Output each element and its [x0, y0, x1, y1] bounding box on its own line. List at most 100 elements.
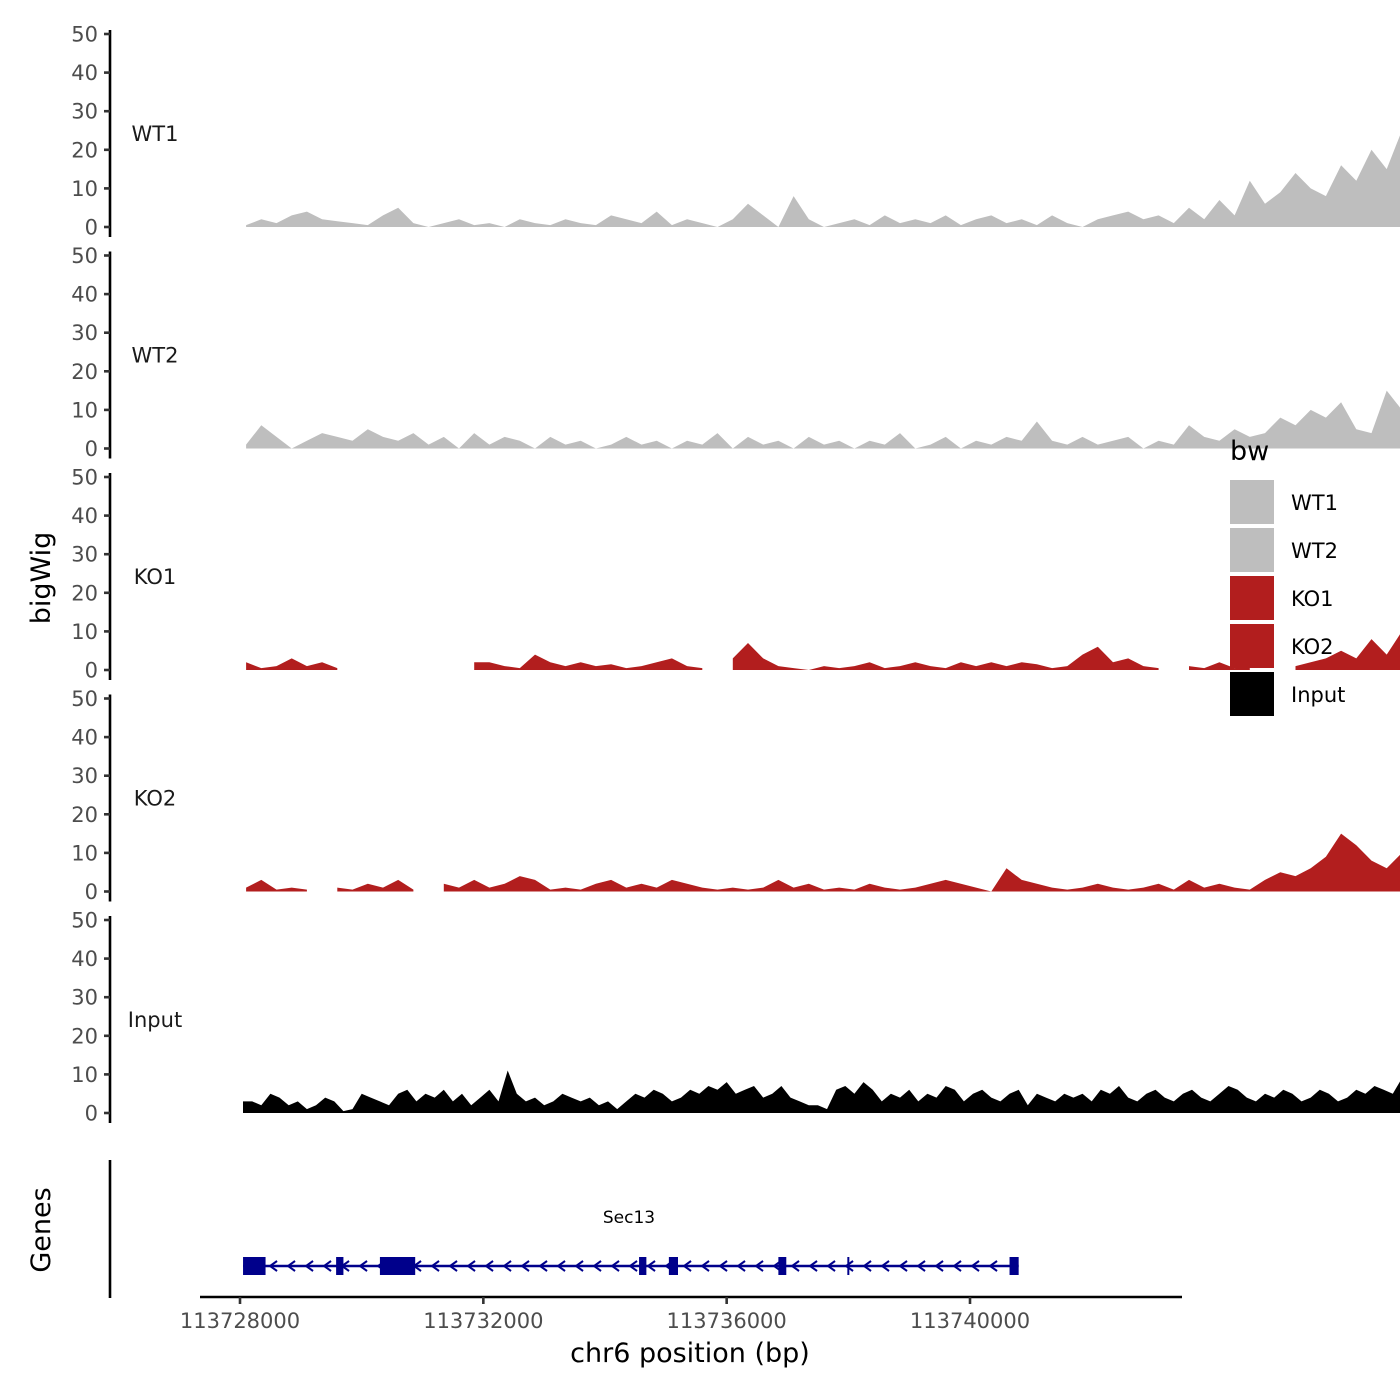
track-label: Input [128, 1008, 182, 1032]
signal-area [732, 643, 1159, 670]
legend-swatch [1230, 480, 1274, 524]
y-tick-label: 50 [71, 909, 98, 933]
strand-arrow [826, 1260, 836, 1272]
y-tick-label: 50 [71, 23, 98, 47]
y-tick-label: 30 [71, 986, 98, 1010]
legend-title: bw [1230, 436, 1269, 467]
strand-arrow [502, 1260, 512, 1272]
legend-label: KO2 [1291, 635, 1334, 659]
strand-arrow [952, 1260, 962, 1272]
strand-arrow [790, 1260, 800, 1272]
strand-arrow [880, 1260, 890, 1272]
strand-arrow [844, 1260, 854, 1272]
y-tick-label: 10 [71, 841, 98, 865]
strand-arrow [862, 1260, 872, 1272]
y-tick-label: 30 [71, 321, 98, 345]
strand-arrow [448, 1260, 458, 1272]
legend-label: WT2 [1291, 539, 1338, 563]
y-tick-label: 10 [71, 398, 98, 422]
track-label: KO1 [134, 565, 177, 589]
y-tick-label: 50 [71, 687, 98, 711]
y-tick-label: 10 [71, 177, 98, 201]
strand-arrow [808, 1260, 818, 1272]
track-ko1: 0 10 20 30 40 50 KO1 [71, 466, 1400, 683]
track-wt1: 0 10 20 30 40 50 WT1 [71, 23, 1400, 240]
exon [668, 1257, 678, 1275]
strand-arrow [898, 1260, 908, 1272]
y-tick-label: 0 [85, 216, 98, 240]
strand-arrow [682, 1260, 692, 1272]
track-label: KO2 [134, 787, 177, 811]
strand-arrow [322, 1260, 332, 1272]
y-tick-label: 40 [71, 947, 98, 971]
x-tick-label: 113740000 [910, 1309, 1030, 1333]
signal-area [1189, 662, 1250, 670]
strand-arrow [610, 1260, 620, 1272]
gene-label: Sec13 [603, 1208, 655, 1228]
track-input: 0 10 20 30 40 50 Input [71, 909, 1400, 1126]
strand-arrow [538, 1260, 548, 1272]
legend-label: KO1 [1291, 587, 1334, 611]
signal-area [246, 658, 338, 670]
legend-swatch [1230, 576, 1274, 620]
y-axis-title: bigWig [26, 532, 57, 625]
y-tick-label: 30 [71, 543, 98, 567]
y-tick-label: 0 [85, 1102, 98, 1126]
strand-arrow [358, 1260, 368, 1272]
y-tick-label: 0 [85, 880, 98, 904]
strand-arrow [628, 1260, 638, 1272]
strand-arrow [646, 1260, 656, 1272]
strand-arrow [484, 1260, 494, 1272]
strand-arrow [718, 1260, 728, 1272]
y-tick-label: 20 [71, 803, 98, 827]
strand-arrow [592, 1260, 602, 1272]
signal-area [243, 1070, 1400, 1113]
y-tick-label: 0 [85, 437, 98, 461]
strand-arrow [916, 1260, 926, 1272]
signal-area [246, 390, 1400, 449]
gene-sec13: Sec13 [243, 1208, 1019, 1275]
strand-arrow [286, 1260, 296, 1272]
signal-area [1295, 634, 1400, 670]
legend-swatch [1230, 624, 1274, 668]
y-tick-label: 20 [71, 138, 98, 162]
legend: bw WT1 WT2 KO1 KO2 Input [1230, 436, 1345, 716]
genes-axis-title: Genes [26, 1187, 57, 1272]
strand-arrow [556, 1260, 566, 1272]
exon [1009, 1257, 1019, 1275]
legend-label: Input [1291, 683, 1345, 707]
legend-swatch [1230, 528, 1274, 572]
strand-arrow [934, 1260, 944, 1272]
exon [778, 1257, 787, 1275]
y-tick-label: 40 [71, 504, 98, 528]
tracks-layer: 0 10 20 30 40 50 WT1 0 10 20 30 40 50 WT2 0 10 20 30 40 50 K… [71, 23, 1400, 1126]
x-axis-title: chr6 position (bp) [570, 1338, 810, 1369]
x-tick-label: 113736000 [667, 1309, 787, 1333]
strand-arrow [970, 1260, 980, 1272]
y-tick-label: 20 [71, 360, 98, 384]
genes-layer: Sec13 [108, 1160, 1019, 1298]
y-tick-label: 0 [85, 659, 98, 683]
strand-arrow [574, 1260, 584, 1272]
y-tick-label: 20 [71, 581, 98, 605]
y-tick-label: 40 [71, 61, 98, 85]
strand-arrow [466, 1260, 476, 1272]
signal-area [246, 879, 307, 892]
signal-area [474, 654, 703, 670]
exon [336, 1257, 344, 1275]
strand-arrow [430, 1260, 440, 1272]
x-tick-label: 113732000 [423, 1309, 543, 1333]
signal-area [443, 833, 1400, 892]
track-wt2: 0 10 20 30 40 50 WT2 [71, 244, 1400, 461]
legend-label: WT1 [1291, 491, 1338, 515]
y-tick-label: 30 [71, 764, 98, 788]
y-tick-label: 10 [71, 1063, 98, 1087]
strand-arrow [268, 1260, 278, 1272]
exon [639, 1257, 647, 1275]
y-tick-label: 50 [71, 466, 98, 490]
strand-arrow [304, 1260, 314, 1272]
y-tick-label: 30 [71, 100, 98, 124]
strand-arrow [736, 1260, 746, 1272]
exon [243, 1257, 266, 1275]
y-tick-label: 50 [71, 244, 98, 268]
